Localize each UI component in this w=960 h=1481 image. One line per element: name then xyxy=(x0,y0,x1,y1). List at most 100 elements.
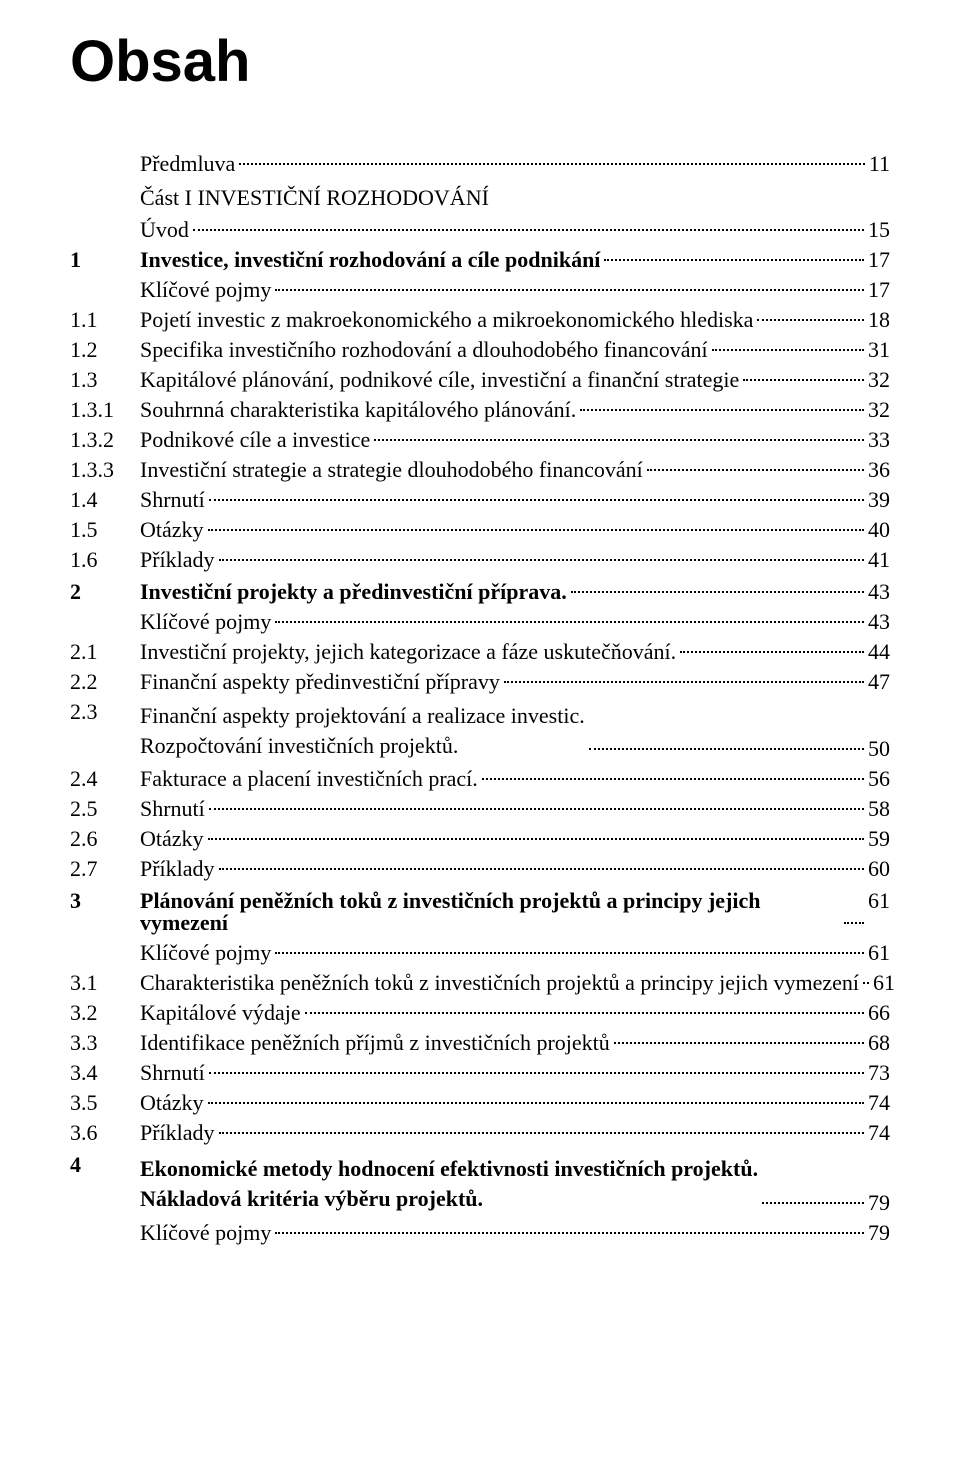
toc-label: Příklady xyxy=(140,858,215,880)
toc-page: 17 xyxy=(868,249,890,271)
toc-page: 61 xyxy=(868,942,890,964)
toc-row: 1.5 Otázky 40 xyxy=(70,519,890,541)
toc-label: Shrnutí xyxy=(140,1062,205,1084)
dot-leader xyxy=(647,468,864,471)
toc-row: 2.1 Investiční projekty, jejich kategori… xyxy=(70,641,890,663)
toc-page: 58 xyxy=(868,798,890,820)
dot-leader xyxy=(844,921,864,924)
toc-label: Klíčové pojmy xyxy=(140,611,271,633)
toc-num: 1.5 xyxy=(70,519,140,541)
toc-row: 1.6 Příklady 41 xyxy=(70,549,890,571)
toc-num: 1.1 xyxy=(70,309,140,331)
toc-page: 18 xyxy=(868,309,890,331)
toc-page: 66 xyxy=(868,1002,890,1024)
toc-num: 1.4 xyxy=(70,489,140,511)
dot-leader xyxy=(571,590,864,593)
toc-row: Předmluva 11 xyxy=(70,153,890,175)
toc-label: Investiční projekty, jejich kategorizace… xyxy=(140,641,676,663)
toc-row: 2 Investiční projekty a předinvestiční p… xyxy=(70,581,890,603)
toc-label: Finanční aspekty projektování a realizac… xyxy=(140,701,585,760)
toc-label: Finanční aspekty předinvestiční přípravy xyxy=(140,671,500,693)
dot-leader xyxy=(482,777,864,780)
toc-row: Klíčové pojmy 79 xyxy=(70,1222,890,1244)
dot-leader xyxy=(757,318,864,321)
toc-page: 79 xyxy=(868,1222,890,1244)
dot-leader xyxy=(209,807,864,810)
toc-num: 2.1 xyxy=(70,641,140,663)
toc-num: 3.2 xyxy=(70,1002,140,1024)
toc-label: Otázky xyxy=(140,519,204,541)
toc-row: Klíčové pojmy 17 xyxy=(70,279,890,301)
toc-label: Příklady xyxy=(140,549,215,571)
toc-row: 4 Ekonomické metody hodnocení efektivnos… xyxy=(70,1154,890,1213)
toc-page: 41 xyxy=(868,549,890,571)
toc-num: 2 xyxy=(70,581,140,603)
toc-label: Klíčové pojmy xyxy=(140,279,271,301)
toc-row: 1.3.2 Podnikové cíle a investice 33 xyxy=(70,429,890,451)
dot-leader xyxy=(680,650,864,653)
toc-page: 50 xyxy=(868,738,890,760)
toc-num: 1.2 xyxy=(70,339,140,361)
toc-row: 1.4 Shrnutí 39 xyxy=(70,489,890,511)
toc-num: 3.5 xyxy=(70,1092,140,1114)
toc-label: Fakturace a placení investičních prací. xyxy=(140,768,478,790)
toc-row: 3 Plánování peněžních toků z investičníc… xyxy=(70,890,890,934)
toc-num: 1 xyxy=(70,249,140,271)
dot-leader xyxy=(743,378,864,381)
toc-label: Podnikové cíle a investice xyxy=(140,429,370,451)
dot-leader xyxy=(209,1071,864,1074)
toc-page: 59 xyxy=(868,828,890,850)
toc-num: 2.2 xyxy=(70,671,140,693)
toc-num: 3.1 xyxy=(70,972,140,994)
dot-leader xyxy=(239,162,864,165)
toc-page: 40 xyxy=(868,519,890,541)
toc-page: 17 xyxy=(868,279,890,301)
toc-label: Kapitálové výdaje xyxy=(140,1002,301,1024)
toc-label: Otázky xyxy=(140,828,204,850)
toc-page: 68 xyxy=(868,1032,890,1054)
dot-leader xyxy=(209,498,864,501)
dot-leader xyxy=(208,528,864,531)
toc-page: 56 xyxy=(868,768,890,790)
toc-page: 73 xyxy=(868,1062,890,1084)
toc-label: Příklady xyxy=(140,1122,215,1144)
page: Obsah Předmluva 11 Část I INVESTIČNÍ ROZ… xyxy=(0,0,960,1481)
dot-leader xyxy=(275,951,864,954)
toc-page: 61 xyxy=(873,972,895,994)
toc-row: 1.1 Pojetí investic z makroekonomického … xyxy=(70,309,890,331)
toc-label: Souhrnná charakteristika kapitálového pl… xyxy=(140,399,576,421)
toc-row: 2.5 Shrnutí 58 xyxy=(70,798,890,820)
dot-leader xyxy=(589,747,864,750)
toc-row: 3.2 Kapitálové výdaje 66 xyxy=(70,1002,890,1024)
dot-leader xyxy=(762,1201,864,1204)
toc-label: Identifikace peněžních příjmů z investič… xyxy=(140,1032,610,1054)
dot-leader xyxy=(580,408,864,411)
toc-label: Investice, investiční rozhodování a cíle… xyxy=(140,249,600,271)
toc-row: 3.5 Otázky 74 xyxy=(70,1092,890,1114)
toc-label: Klíčové pojmy xyxy=(140,942,271,964)
toc-row: 3.4 Shrnutí 73 xyxy=(70,1062,890,1084)
toc-label: Předmluva xyxy=(140,153,235,175)
dot-leader xyxy=(208,1101,864,1104)
dot-leader xyxy=(374,438,864,441)
part-heading: Část I INVESTIČNÍ ROZHODOVÁNÍ xyxy=(140,185,890,211)
dot-leader xyxy=(305,1011,864,1014)
toc-page: 43 xyxy=(868,611,890,633)
toc-num: 1.6 xyxy=(70,549,140,571)
toc-label: Plánování peněžních toků z investičních … xyxy=(140,890,840,934)
dot-leader xyxy=(614,1041,864,1044)
dot-leader xyxy=(219,867,864,870)
toc-page: 33 xyxy=(868,429,890,451)
dot-leader xyxy=(208,837,864,840)
toc-num: 2.7 xyxy=(70,858,140,880)
toc-page: 47 xyxy=(868,671,890,693)
dot-leader xyxy=(863,981,869,984)
toc-label: Ekonomické metody hodnocení efektivnosti… xyxy=(140,1154,758,1213)
toc-page: 32 xyxy=(868,399,890,421)
dot-leader xyxy=(275,288,864,291)
toc-num: 2.4 xyxy=(70,768,140,790)
toc-label: Úvod xyxy=(140,219,189,241)
toc-num: 4 xyxy=(70,1154,140,1176)
dot-leader xyxy=(275,620,864,623)
toc-label: Investiční projekty a předinvestiční pří… xyxy=(140,581,567,603)
